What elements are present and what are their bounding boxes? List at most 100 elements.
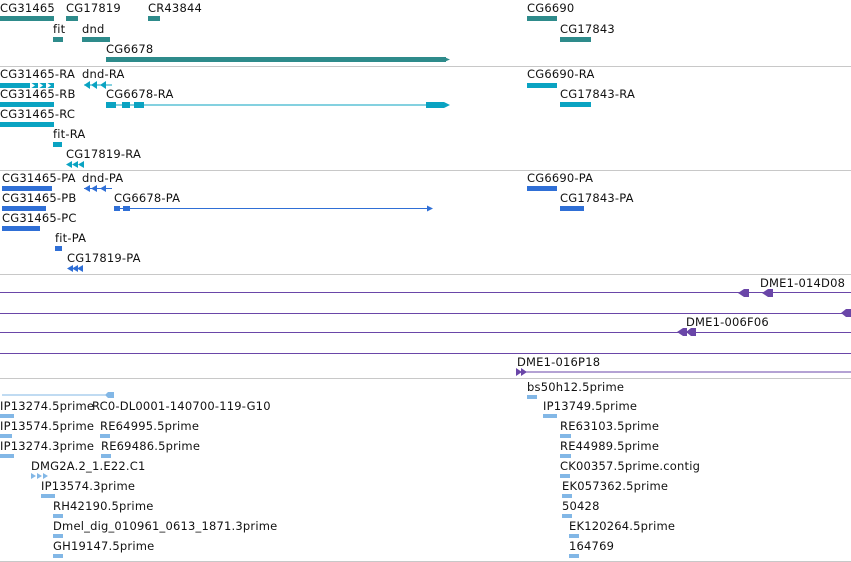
est-ip13749[interactable] xyxy=(543,414,557,418)
gene-label-dnd[interactable]: dnd xyxy=(82,22,105,36)
protein-cg17843-pa[interactable] xyxy=(560,206,584,211)
gene-fit[interactable] xyxy=(53,37,63,42)
transcript-cg31465-rb[interactable] xyxy=(0,102,54,107)
est-label-ip13274-5[interactable]: IP13274.5prime xyxy=(0,399,95,413)
est-label-rh42190[interactable]: RH42190.5prime xyxy=(53,499,154,513)
protein-label-cg17843-pa[interactable]: CG17843-PA xyxy=(560,191,634,205)
clone-label-dme1-006f06[interactable]: DME1-006F06 xyxy=(686,315,769,329)
est-label-50428[interactable]: 50428 xyxy=(562,499,600,513)
est-50428[interactable] xyxy=(562,514,572,518)
transcript-cg31465-rc[interactable] xyxy=(0,122,54,127)
clone-line-2[interactable] xyxy=(0,313,851,314)
protein-label-cg17819-pa[interactable]: CG17819-PA xyxy=(67,251,141,265)
transcript-cg6678-ra-model[interactable] xyxy=(106,101,450,109)
transcript-label-cg17843-ra[interactable]: CG17843-RA xyxy=(560,87,636,101)
est-label-164769[interactable]: 164769 xyxy=(569,539,615,553)
est-164769[interactable] xyxy=(569,554,579,558)
est-re63103[interactable] xyxy=(560,434,571,438)
est-label-ek057362[interactable]: EK057362.5prime xyxy=(562,479,669,493)
est-gh19147[interactable] xyxy=(53,554,63,558)
protein-cg6678-pa-model[interactable] xyxy=(114,205,434,212)
protein-label-cg31465-pb[interactable]: CG31465-PB xyxy=(2,191,77,205)
gene-label-fit[interactable]: fit xyxy=(53,22,66,36)
gene-cg31465[interactable] xyxy=(0,16,54,21)
est-ek057362[interactable] xyxy=(562,494,572,498)
est-rc0-line[interactable] xyxy=(2,392,114,398)
gene-dnd[interactable] xyxy=(82,37,110,42)
clone-label-dme1-016p18[interactable]: DME1-016P18 xyxy=(517,355,601,369)
transcript-cg31465-ra[interactable] xyxy=(0,83,54,88)
protein-label-cg31465-pa[interactable]: CG31465-PA xyxy=(2,171,76,185)
est-label-re64995[interactable]: RE64995.5prime xyxy=(100,419,200,433)
clone-dme1-014d08-line[interactable] xyxy=(0,292,851,293)
protein-cg31465-pa[interactable] xyxy=(2,186,52,191)
gene-label-cg6690[interactable]: CG6690 xyxy=(527,1,575,15)
transcript-cg31465-ra-arrows-icon xyxy=(30,82,51,89)
gene-label-cg31465[interactable]: CG31465 xyxy=(0,1,55,15)
clone-track: DME1-014D08 DME1-006F06 DME1-016P18 xyxy=(0,275,851,379)
transcript-cg6690-ra[interactable] xyxy=(527,83,557,88)
est-label-bs50h12[interactable]: bs50h12.5prime xyxy=(527,380,625,394)
est-label-re69486[interactable]: RE69486.5prime xyxy=(101,439,201,453)
gene-cr43844[interactable] xyxy=(148,16,160,21)
est-ck00357[interactable] xyxy=(560,474,570,478)
est-label-ip13574-3[interactable]: IP13574.3prime xyxy=(41,479,136,493)
transcript-label-cg31465-rb[interactable]: CG31465-RB xyxy=(0,87,76,101)
est-re64995[interactable] xyxy=(100,434,110,438)
protein-label-cg6690-pa[interactable]: CG6690-PA xyxy=(527,171,594,185)
est-label-ck00357[interactable]: CK00357.5prime.contig xyxy=(560,459,701,473)
protein-label-fit-pa[interactable]: fit-PA xyxy=(55,231,87,245)
transcript-label-cg31465-ra[interactable]: CG31465-RA xyxy=(0,67,76,81)
protein-label-dnd-pa[interactable]: dnd-PA xyxy=(82,171,124,185)
transcript-label-cg6678-ra[interactable]: CG6678-RA xyxy=(106,87,174,101)
est-ip13574-3[interactable] xyxy=(41,494,55,498)
est-label-ip13574-5[interactable]: IP13574.5prime xyxy=(0,419,95,433)
est-label-rc0[interactable]: RC0-DL0001-140700-119-G10 xyxy=(92,399,271,413)
est-label-gh19147[interactable]: GH19147.5prime xyxy=(53,539,155,553)
gene-label-cg6678[interactable]: CG6678 xyxy=(106,42,154,56)
est-label-ip13274-3[interactable]: IP13274.3prime xyxy=(0,439,95,453)
gene-cg6678[interactable] xyxy=(106,57,446,62)
est-ek120264[interactable] xyxy=(569,534,579,538)
protein-fit-pa[interactable] xyxy=(55,246,62,251)
protein-label-cg6678-pa[interactable]: CG6678-PA xyxy=(114,191,181,205)
est-rh42190[interactable] xyxy=(53,514,63,518)
protein-cg31465-pb[interactable] xyxy=(2,206,46,211)
clone-line-4[interactable] xyxy=(0,353,851,354)
est-label-ip13749[interactable]: IP13749.5prime xyxy=(543,399,638,413)
transcript-cg17843-ra[interactable] xyxy=(560,102,591,107)
transcript-cg17819-ra-arrows-icon xyxy=(66,161,84,168)
gene-label-cg17819[interactable]: CG17819 xyxy=(66,1,121,15)
protein-cg6690-pa[interactable] xyxy=(527,186,557,191)
gene-label-cg17843[interactable]: CG17843 xyxy=(560,22,615,36)
est-dmel-dig[interactable] xyxy=(53,534,63,538)
gene-cg17843[interactable] xyxy=(560,37,591,42)
est-bs50h12[interactable] xyxy=(527,395,537,399)
est-label-ek120264[interactable]: EK120264.5prime xyxy=(569,519,676,533)
est-label-re63103[interactable]: RE63103.5prime xyxy=(560,419,660,433)
clone-dme1-014d08-ends-icon xyxy=(738,289,773,297)
est-dmg2a-arrows-icon[interactable] xyxy=(31,473,49,479)
est-ip13574-5[interactable] xyxy=(0,434,12,438)
clone-label-dme1-014d08[interactable]: DME1-014D08 xyxy=(760,276,846,290)
protein-label-cg31465-pc[interactable]: CG31465-PC xyxy=(2,211,77,225)
est-ip13274-5[interactable] xyxy=(0,414,14,418)
clone-dme1-016p18-line[interactable] xyxy=(516,368,851,376)
gene-cg6690[interactable] xyxy=(527,16,557,21)
transcript-fit-ra[interactable] xyxy=(53,142,62,147)
est-re69486[interactable] xyxy=(101,454,111,458)
transcript-label-cg31465-rc[interactable]: CG31465-RC xyxy=(0,107,76,121)
transcript-label-cg17819-ra[interactable]: CG17819-RA xyxy=(66,147,142,161)
transcript-label-cg6690-ra[interactable]: CG6690-RA xyxy=(527,67,595,81)
transcript-label-dnd-ra[interactable]: dnd-RA xyxy=(82,67,125,81)
gene-cg17819[interactable] xyxy=(66,16,78,21)
gene-label-cr43844[interactable]: CR43844 xyxy=(148,1,203,15)
est-label-dmg2a[interactable]: DMG2A.2_1.E22.C1 xyxy=(31,459,146,473)
est-re44989[interactable] xyxy=(560,454,571,458)
transcript-label-fit-ra[interactable]: fit-RA xyxy=(53,127,86,141)
clone-dme1-006f06-line[interactable] xyxy=(0,332,851,333)
est-label-re44989[interactable]: RE44989.5prime xyxy=(560,439,660,453)
protein-cg31465-pc[interactable] xyxy=(2,226,40,231)
est-ip13274-3[interactable] xyxy=(0,454,14,458)
est-label-dmel-dig[interactable]: Dmel_dig_010961_0613_1871.3prime xyxy=(53,519,278,533)
